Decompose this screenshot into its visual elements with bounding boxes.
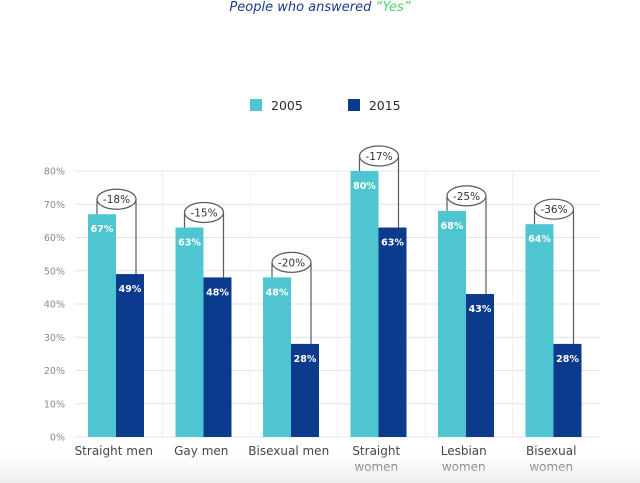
bar-2015 <box>553 343 582 437</box>
bar-value-label: 80% <box>353 181 376 192</box>
change-bubble <box>358 145 400 167</box>
y-tick-label: 30% <box>44 333 65 344</box>
bottom-shade <box>0 453 640 483</box>
bar-value-label: 64% <box>528 234 551 245</box>
chart-title-text: People who answered <box>229 0 372 15</box>
legend: 2005 2015 <box>250 96 446 114</box>
bar-value-label: 28% <box>556 354 579 365</box>
bar-value-label: 63% <box>381 238 404 249</box>
bar-2015 <box>291 343 319 437</box>
chart-title: People who answered “Yes” <box>0 0 640 16</box>
change-label: -20% <box>278 257 305 269</box>
bar-value-label: 67% <box>91 224 114 235</box>
bar-value-label: 28% <box>294 354 317 365</box>
change-label: -25% <box>453 191 480 203</box>
bar-2015 <box>203 277 232 437</box>
change-label: -18% <box>103 194 130 206</box>
legend-item-2005: 2005 <box>250 98 303 113</box>
bar-value-label: 68% <box>441 221 464 232</box>
bar-value-label: 43% <box>469 304 492 315</box>
bar-2005 <box>263 277 291 437</box>
change-label: -36% <box>540 204 567 216</box>
change-bubble <box>183 201 225 224</box>
bar-2015 <box>378 227 407 437</box>
change-bubble <box>446 185 487 207</box>
bar-2005 <box>350 171 379 437</box>
y-tick-label: 10% <box>44 399 65 410</box>
y-tick-label: 40% <box>44 300 65 311</box>
change-bubble <box>96 188 137 210</box>
legend-label-2015: 2015 <box>368 97 401 113</box>
bar-2005 <box>438 210 466 437</box>
y-tick-label: 70% <box>44 200 65 211</box>
bar-value-label: 48% <box>206 287 229 298</box>
change-label: -15% <box>190 208 217 220</box>
legend-swatch-2005 <box>250 99 262 111</box>
bar-2005 <box>175 227 204 437</box>
bar-value-label: 48% <box>266 287 289 298</box>
change-label: -17% <box>365 151 392 163</box>
bar-2015 <box>116 274 144 437</box>
y-tick-label: 80% <box>44 167 65 178</box>
change-bubble <box>533 198 575 220</box>
y-tick-label: 50% <box>44 266 65 277</box>
bar-value-label: 49% <box>119 284 142 295</box>
bar-2015 <box>466 294 494 437</box>
y-tick-label: 20% <box>44 366 65 377</box>
change-bubble <box>271 251 312 273</box>
y-tick-label: 60% <box>44 233 65 244</box>
legend-label-2005: 2005 <box>271 97 303 113</box>
legend-item-2015: 2015 <box>347 97 401 113</box>
chart-title-highlight: “Yes” <box>375 0 411 15</box>
bar-value-label: 63% <box>178 238 201 249</box>
bar-2005 <box>88 214 116 437</box>
legend-swatch-2015 <box>347 99 360 111</box>
bar-2005 <box>525 224 554 437</box>
y-tick-label: 0% <box>50 433 65 444</box>
